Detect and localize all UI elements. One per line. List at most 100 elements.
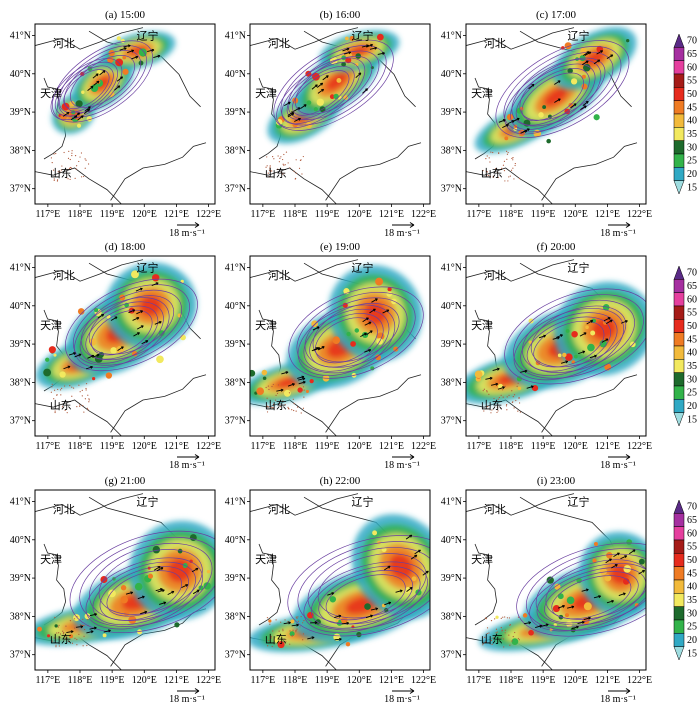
- contour-line: [287, 50, 380, 120]
- clutter-dot: [51, 640, 54, 642]
- wind-vector: [128, 309, 136, 314]
- clutter-dot: [518, 402, 521, 404]
- clutter-dot: [67, 168, 69, 171]
- echo-cell: [138, 48, 147, 57]
- clutter-dot: [487, 174, 490, 176]
- clutter-dot: [518, 396, 520, 399]
- clutter-dot: [51, 386, 53, 388]
- colorbar-cell: [673, 526, 685, 541]
- wind-vector: [497, 386, 505, 390]
- echo-region: [553, 281, 646, 376]
- echo-cell: [77, 308, 85, 315]
- wind-vector-head: [560, 334, 563, 338]
- clutter-dot: [506, 617, 509, 619]
- y-tick-label: 39°N: [10, 107, 31, 118]
- wind-vector: [77, 115, 84, 121]
- clutter-dot: [509, 175, 511, 177]
- echo-cell: [346, 331, 351, 337]
- x-tick-label: 119°E: [315, 441, 340, 452]
- wind-vector-head: [141, 595, 145, 599]
- wind-vector-head: [375, 607, 379, 611]
- wind-vector: [133, 332, 140, 337]
- province-label: 河北: [484, 269, 506, 282]
- wind-vector-head: [576, 625, 579, 629]
- wind-vector: [156, 567, 164, 572]
- clutter-dot: [278, 630, 280, 632]
- clutter-dot: [61, 406, 64, 408]
- clutter-dot: [485, 158, 487, 160]
- wind-vector: [364, 349, 371, 353]
- reference-vector-label: 18 m·s⁻¹: [600, 460, 636, 471]
- wind-vector: [371, 298, 378, 303]
- clutter-dot: [71, 152, 73, 154]
- wind-vector-head: [90, 630, 94, 634]
- clutter-dot: [293, 403, 295, 405]
- clutter-dot: [517, 382, 519, 384]
- clutter-dot: [285, 151, 288, 153]
- clutter-dot: [282, 630, 284, 632]
- wind-vector-head: [339, 637, 342, 641]
- y-tick-label: 41°N: [441, 496, 462, 507]
- colorbar-tick-label: 20: [687, 401, 697, 412]
- echo-cell: [69, 634, 74, 639]
- clutter-dot: [271, 645, 273, 648]
- wind-vector: [66, 630, 74, 634]
- reference-vector-head: [625, 222, 631, 228]
- clutter-dot: [82, 175, 85, 178]
- clutter-dot: [503, 646, 505, 648]
- contour-line: [89, 542, 213, 621]
- wind-vector-head: [130, 591, 134, 595]
- wind-vector: [322, 75, 329, 81]
- colorbar-tick-label: 25: [687, 388, 697, 399]
- clutter-dot: [65, 625, 67, 627]
- clutter-dot: [53, 179, 55, 181]
- clutter-dot: [75, 168, 77, 170]
- echo-cell: [105, 372, 113, 379]
- clutter-dot: [295, 616, 297, 618]
- echo-cell: [583, 602, 592, 611]
- colorbar-tick-label: 30: [687, 374, 697, 385]
- echo-cell: [48, 346, 56, 354]
- wind-vector: [297, 376, 305, 379]
- clutter-dot: [71, 386, 73, 388]
- wind-vector-head: [158, 320, 162, 324]
- clutter-dot: [482, 644, 484, 646]
- contour-line: [85, 305, 159, 360]
- contour-line: [495, 40, 630, 139]
- wind-vector: [485, 377, 493, 380]
- contour-line: [80, 289, 183, 361]
- x-tick-label: 122°E: [627, 675, 652, 686]
- clutter-dot: [511, 390, 513, 392]
- clutter-dot: [84, 398, 86, 400]
- colorbar-cell: [673, 345, 685, 360]
- clutter-dot: [280, 621, 282, 623]
- clutter-dot: [281, 638, 283, 641]
- clutter-dot: [279, 406, 281, 408]
- wind-vector-head: [370, 614, 373, 618]
- wind-vector-head: [303, 104, 307, 108]
- province-label: 辽宁: [568, 260, 590, 274]
- panel-title: (b) 16:00: [320, 9, 361, 21]
- coastline: [466, 27, 575, 50]
- reference-vector-head: [409, 688, 415, 694]
- y-tick-label: 39°N: [441, 339, 462, 350]
- x-tick-label: 120°E: [347, 441, 372, 452]
- province-label: 山东: [265, 633, 287, 646]
- x-tick-label: 120°E: [563, 675, 588, 686]
- echo-cell: [567, 67, 573, 74]
- clutter-dot: [513, 178, 515, 180]
- wind-vector: [159, 601, 167, 605]
- colorbar-tick-label: 40: [687, 116, 697, 127]
- colorbar-cell: [673, 539, 685, 554]
- x-tick-label: 120°E: [563, 441, 588, 452]
- colorbar-tick-label: 35: [687, 595, 697, 606]
- wind-vector: [554, 98, 561, 103]
- colorbar-tick-label: 45: [687, 568, 697, 579]
- wind-vector-head: [139, 287, 143, 291]
- contour-line: [273, 39, 394, 131]
- wind-vector: [498, 119, 506, 123]
- coastline: [325, 374, 422, 433]
- wind-vector-head: [594, 354, 597, 358]
- x-tick-label: 118°E: [68, 209, 93, 220]
- wind-vector-head: [581, 620, 585, 624]
